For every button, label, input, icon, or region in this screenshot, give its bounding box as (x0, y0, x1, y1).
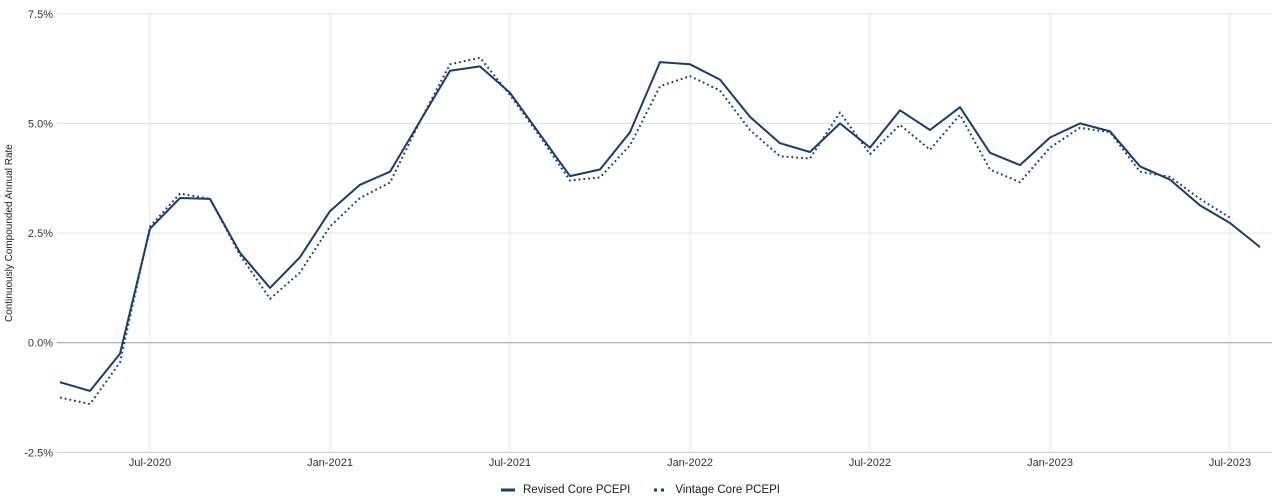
series-line-vintage (59, 56, 1231, 406)
y-tick-label: 2.5% (28, 228, 53, 240)
x-tick-label: Jan-2021 (307, 457, 353, 469)
y-tick-label: -2.5% (24, 447, 53, 459)
x-tick-label: Jan-2023 (1027, 457, 1073, 469)
y-axis-title: Continuously Compounded Annual Rate (4, 144, 15, 322)
legend-swatch-dotted-line (654, 488, 669, 492)
legend-label-revised: Revised Core PCEPI (523, 484, 631, 496)
x-tick-label: Jul-2020 (129, 457, 171, 469)
legend-swatch-solid-line (501, 488, 515, 492)
x-tick-label: Jul-2021 (489, 457, 531, 469)
y-tick-label: 5.0% (28, 118, 53, 130)
legend-item-vintage: Vintage Core PCEPI (652, 484, 780, 496)
legend-item-revised: Revised Core PCEPI (500, 484, 630, 496)
y-tick-label: 0.0% (28, 338, 53, 350)
x-tick-label: Jul-2022 (849, 457, 891, 469)
y-tick-label: 7.5% (28, 9, 53, 21)
chart-legend: Revised Core PCEPI Vintage Core PCEPI (0, 484, 1280, 496)
legend-label-vintage: Vintage Core PCEPI (675, 484, 780, 496)
series-line-revised (59, 61, 1261, 392)
x-tick-label: Jan-2022 (667, 457, 713, 469)
x-tick-label: Jul-2023 (1209, 457, 1251, 469)
